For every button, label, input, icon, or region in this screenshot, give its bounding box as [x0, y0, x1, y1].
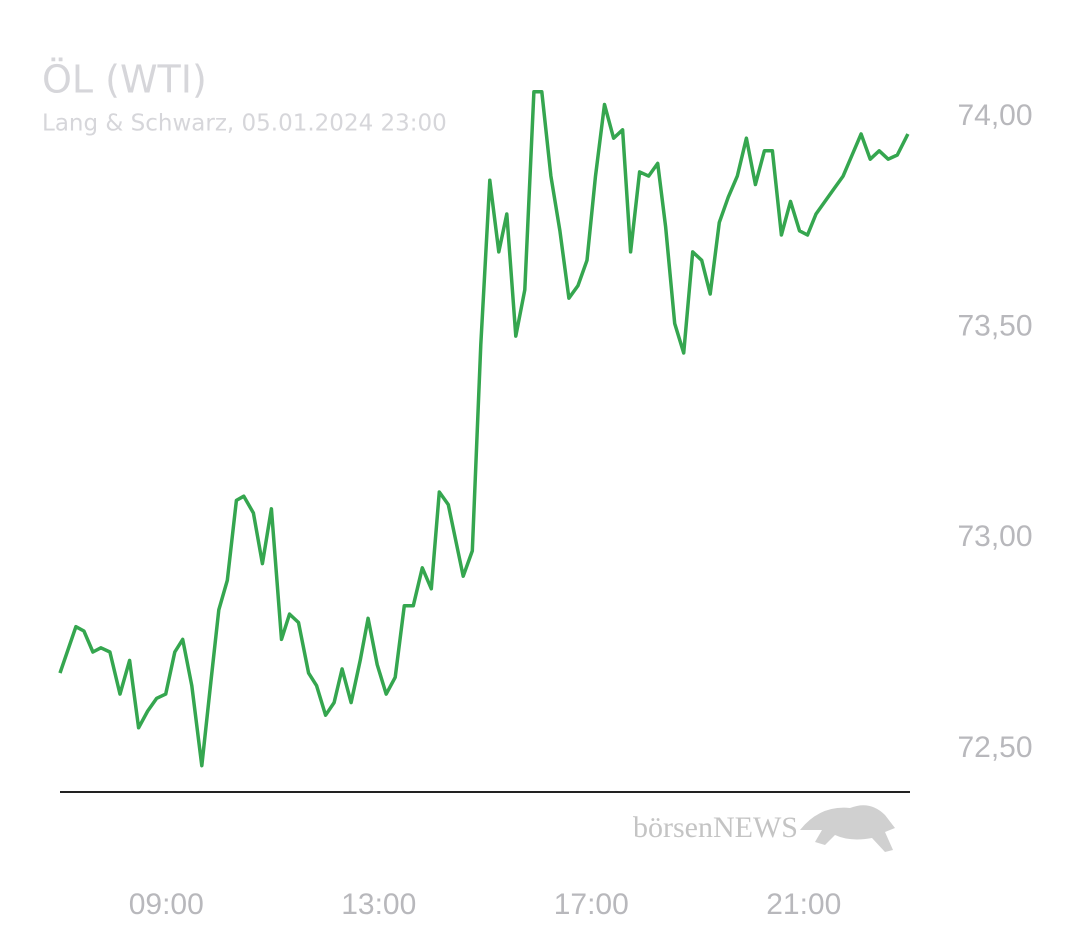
x-tick-label: 21:00 [766, 888, 841, 921]
watermark: börsenNEWS [633, 811, 798, 844]
y-tick-label: 73,50 [957, 310, 1032, 343]
chart-subtitle: Lang & Schwarz, 05.01.2024 23:00 [42, 111, 447, 137]
y-tick-label: 74,00 [957, 99, 1032, 132]
x-tick-label: 13:00 [341, 888, 416, 921]
y-tick-label: 73,00 [957, 520, 1032, 553]
price-line [58, 90, 910, 768]
y-tick-label: 72,50 [957, 731, 1032, 764]
x-tick-label: 09:00 [129, 888, 204, 921]
chart-title: ÖL (WTI) [42, 58, 207, 102]
x-tick-label: 17:00 [554, 888, 629, 921]
bull-logo [800, 805, 895, 852]
